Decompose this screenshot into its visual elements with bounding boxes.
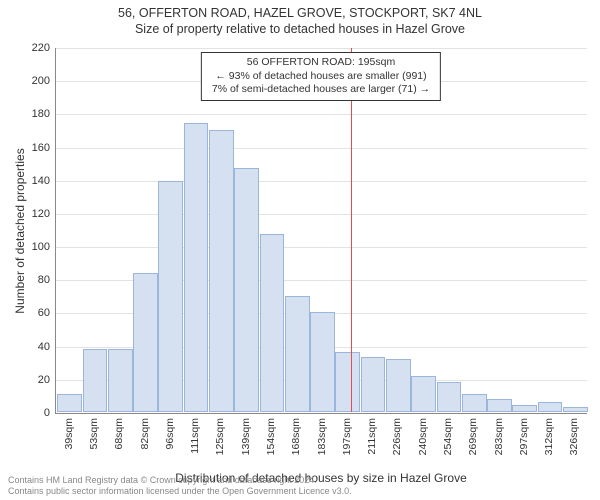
footer-credits: Contains HM Land Registry data © Crown c… <box>8 475 352 498</box>
y-tick-label: 80 <box>20 274 50 286</box>
annotation-line2: ← 93% of detached houses are smaller (99… <box>212 70 430 84</box>
x-tick-label: 39sqm <box>63 418 75 450</box>
gridline <box>56 247 587 248</box>
x-tick-label: 96sqm <box>164 418 176 450</box>
histogram-bar <box>538 402 563 412</box>
y-tick-label: 220 <box>20 42 50 54</box>
plot-region <box>55 48 587 414</box>
x-tick-label: 68sqm <box>113 418 125 450</box>
y-axis-label: Number of detached properties <box>13 148 27 313</box>
y-tick-label: 200 <box>20 75 50 87</box>
x-tick-label: 283sqm <box>493 418 505 455</box>
x-tick-label: 111sqm <box>189 418 201 454</box>
title-subtitle: Size of property relative to detached ho… <box>0 20 600 36</box>
x-tick-label: 125sqm <box>214 418 226 455</box>
gridline <box>56 148 587 149</box>
chart-container: 56, OFFERTON ROAD, HAZEL GROVE, STOCKPOR… <box>0 0 600 500</box>
histogram-bar <box>158 181 183 412</box>
title-address: 56, OFFERTON ROAD, HAZEL GROVE, STOCKPOR… <box>0 0 600 20</box>
y-tick-label: 100 <box>20 241 50 253</box>
histogram-bar <box>487 399 512 412</box>
y-tick-label: 60 <box>20 307 50 319</box>
gridline <box>56 181 587 182</box>
y-tick-label: 20 <box>20 374 50 386</box>
gridline <box>56 114 587 115</box>
histogram-bar <box>563 407 588 412</box>
x-tick-label: 269sqm <box>467 418 479 455</box>
histogram-bar <box>437 382 462 412</box>
gridline <box>56 48 587 49</box>
histogram-bar <box>133 273 158 412</box>
x-tick-label: 254sqm <box>442 418 454 455</box>
reference-line <box>351 48 352 412</box>
footer-line1: Contains HM Land Registry data © Crown c… <box>8 475 352 486</box>
x-tick-label: 240sqm <box>417 418 429 455</box>
x-tick-label: 183sqm <box>316 418 328 455</box>
histogram-bar <box>386 359 411 412</box>
histogram-bar <box>411 376 436 413</box>
histogram-bar <box>83 349 108 412</box>
histogram-bar <box>184 123 209 412</box>
annotation-line1: 56 OFFERTON ROAD: 195sqm <box>212 56 430 70</box>
x-tick-label: 168sqm <box>290 418 302 455</box>
x-tick-label: 326sqm <box>568 418 580 455</box>
x-tick-label: 82sqm <box>139 418 151 450</box>
x-tick-label: 312sqm <box>543 418 555 455</box>
histogram-bar <box>209 130 234 412</box>
x-tick-label: 197sqm <box>341 418 353 455</box>
x-tick-label: 211sqm <box>366 418 378 455</box>
y-tick-label: 40 <box>20 341 50 353</box>
x-tick-label: 53sqm <box>88 418 100 450</box>
histogram-bar <box>512 405 537 412</box>
histogram-bar <box>335 352 360 412</box>
histogram-bar <box>108 349 133 412</box>
x-tick-label: 226sqm <box>391 418 403 455</box>
x-tick-label: 154sqm <box>265 418 277 455</box>
gridline <box>56 214 587 215</box>
chart-area: Number of detached properties Distributi… <box>55 48 587 414</box>
y-tick-label: 120 <box>20 208 50 220</box>
y-tick-label: 160 <box>20 142 50 154</box>
annotation-line3: 7% of semi-detached houses are larger (7… <box>212 83 430 97</box>
histogram-bar <box>234 168 259 412</box>
footer-line2: Contains public sector information licen… <box>8 486 352 497</box>
y-tick-label: 180 <box>20 108 50 120</box>
annotation-box: 56 OFFERTON ROAD: 195sqm ← 93% of detach… <box>201 52 441 101</box>
histogram-bar <box>285 296 310 412</box>
histogram-bar <box>310 312 335 412</box>
histogram-bar <box>361 357 386 412</box>
y-tick-label: 0 <box>20 407 50 419</box>
histogram-bar <box>57 394 82 412</box>
y-tick-label: 140 <box>20 175 50 187</box>
histogram-bar <box>260 234 285 412</box>
x-tick-label: 297sqm <box>518 418 530 455</box>
histogram-bar <box>462 394 487 412</box>
x-tick-label: 139sqm <box>240 418 252 455</box>
